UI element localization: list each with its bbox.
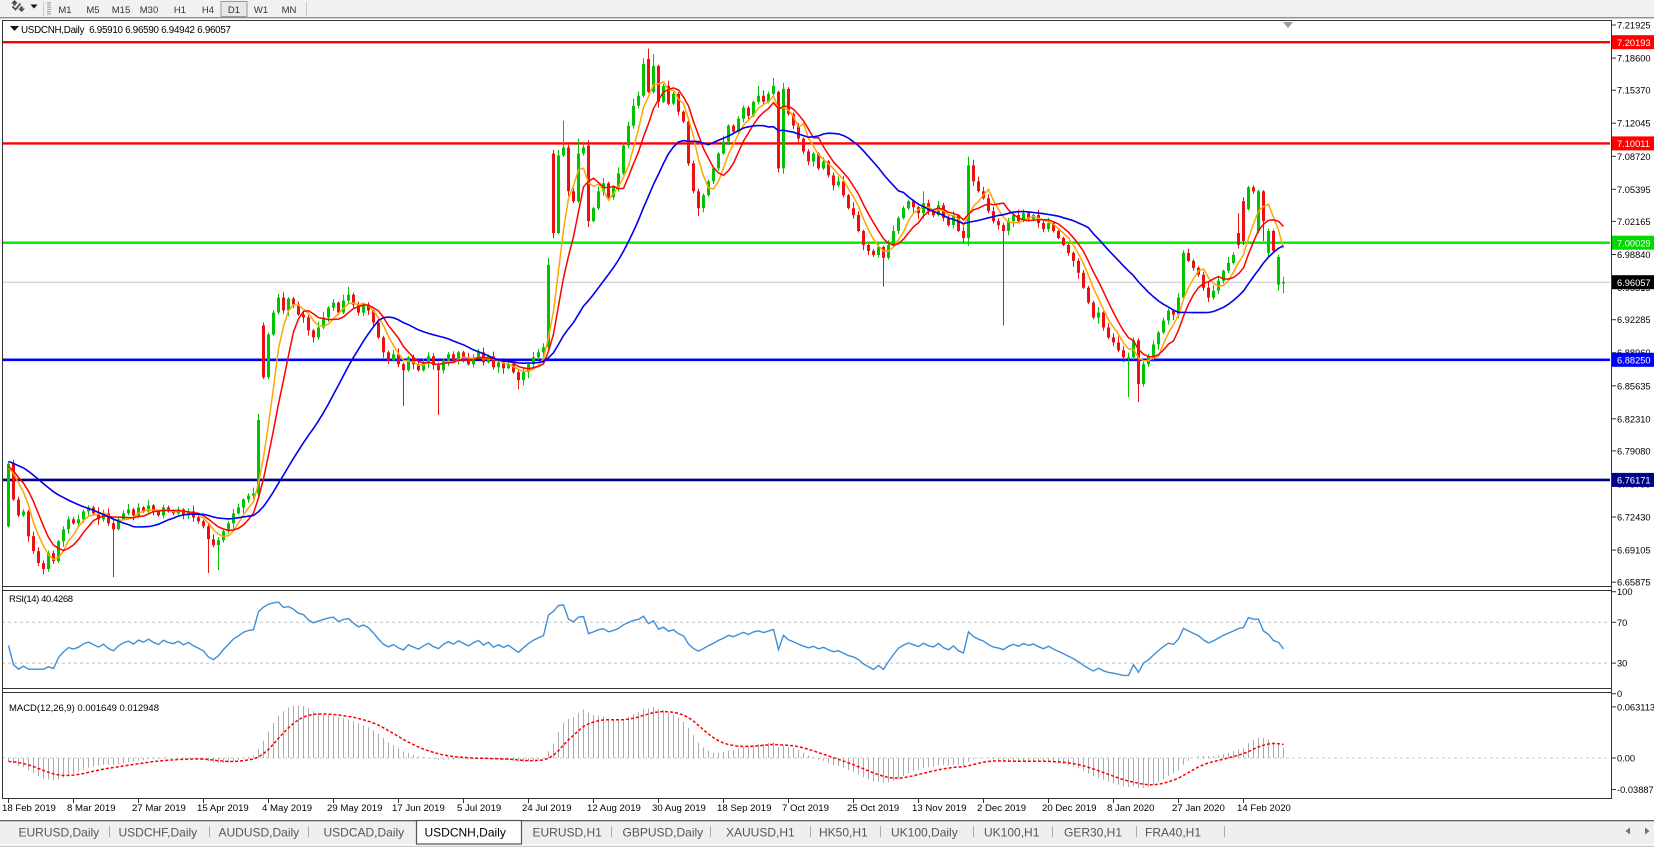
svg-text:D1: D1 (228, 5, 240, 16)
svg-text:M15: M15 (112, 5, 130, 16)
svg-text:7.05395: 7.05395 (1617, 185, 1651, 195)
svg-text:13 Nov 2019: 13 Nov 2019 (912, 803, 966, 814)
svg-text:4 May 2019: 4 May 2019 (262, 803, 312, 814)
svg-text:USDCAD,Daily: USDCAD,Daily (324, 826, 405, 840)
svg-text:0.063113: 0.063113 (1617, 702, 1654, 712)
svg-text:18 Feb 2019: 18 Feb 2019 (2, 803, 56, 814)
svg-text:6.69105: 6.69105 (1617, 546, 1651, 556)
svg-text:HK50,H1: HK50,H1 (819, 826, 868, 840)
svg-text:12 Aug 2019: 12 Aug 2019 (587, 803, 641, 814)
svg-text:17 Jun 2019: 17 Jun 2019 (392, 803, 445, 814)
svg-text:6.96057: 6.96057 (1617, 278, 1651, 288)
svg-text:7.10011: 7.10011 (1617, 139, 1650, 149)
svg-text:USDCHF,Daily: USDCHF,Daily (119, 826, 198, 840)
svg-text:M1: M1 (58, 5, 71, 16)
svg-text:15 Apr 2019: 15 Apr 2019 (197, 803, 249, 814)
svg-text:27 Jan 2020: 27 Jan 2020 (1172, 803, 1225, 814)
svg-text:MN: MN (282, 5, 297, 16)
svg-text:100: 100 (1617, 587, 1633, 597)
svg-text:6.98840: 6.98840 (1617, 250, 1651, 260)
svg-text:30 Aug 2019: 30 Aug 2019 (652, 803, 706, 814)
svg-text:7.21925: 7.21925 (1617, 21, 1651, 31)
svg-text:MACD(12,26,9) 0.001649 0.01294: MACD(12,26,9) 0.001649 0.012948 (9, 703, 159, 714)
svg-text:0.00: 0.00 (1617, 754, 1635, 764)
svg-text:M5: M5 (86, 5, 99, 16)
svg-text:8 Jan 2020: 8 Jan 2020 (1107, 803, 1154, 814)
svg-text:5 Jul 2019: 5 Jul 2019 (457, 803, 501, 814)
svg-text:GER30,H1: GER30,H1 (1064, 826, 1122, 840)
svg-text:EURUSD,Daily: EURUSD,Daily (19, 826, 100, 840)
svg-text:7.20193: 7.20193 (1617, 38, 1651, 48)
svg-text:24 Jul 2019: 24 Jul 2019 (522, 803, 572, 814)
svg-text:AUDUSD,Daily: AUDUSD,Daily (219, 826, 300, 840)
svg-text:7.18600: 7.18600 (1617, 54, 1651, 64)
svg-text:29 May 2019: 29 May 2019 (327, 803, 382, 814)
svg-text:6.65875: 6.65875 (1617, 578, 1651, 588)
svg-text:6.82310: 6.82310 (1617, 414, 1651, 424)
svg-text:7.08720: 7.08720 (1617, 152, 1651, 162)
svg-text:-0.038872: -0.038872 (1617, 785, 1654, 795)
svg-text:6.76171: 6.76171 (1617, 476, 1651, 486)
svg-text:7.12045: 7.12045 (1617, 119, 1651, 129)
svg-text:M30: M30 (140, 5, 158, 16)
svg-text:7.15370: 7.15370 (1617, 86, 1651, 96)
svg-text:7.02165: 7.02165 (1617, 217, 1651, 227)
svg-text:20 Dec 2019: 20 Dec 2019 (1042, 803, 1096, 814)
svg-text:USDCNH,Daily: USDCNH,Daily (425, 826, 506, 840)
svg-text:27 Mar 2019: 27 Mar 2019 (132, 803, 186, 814)
svg-text:8 Mar 2019: 8 Mar 2019 (67, 803, 116, 814)
svg-text:6.79080: 6.79080 (1617, 446, 1651, 456)
svg-text:25 Oct 2019: 25 Oct 2019 (847, 803, 899, 814)
svg-text:UK100,H1: UK100,H1 (984, 826, 1040, 840)
svg-text:6.92285: 6.92285 (1617, 315, 1651, 325)
svg-text:70: 70 (1617, 618, 1627, 628)
svg-text:XAUUSD,H1: XAUUSD,H1 (726, 826, 795, 840)
svg-text:0: 0 (1617, 689, 1622, 699)
svg-text:14 Feb 2020: 14 Feb 2020 (1237, 803, 1291, 814)
svg-text:6.85635: 6.85635 (1617, 381, 1651, 391)
svg-text:7.00029: 7.00029 (1617, 238, 1651, 248)
svg-text:6.88250: 6.88250 (1617, 356, 1651, 366)
svg-text:30: 30 (1617, 659, 1627, 669)
svg-text:H4: H4 (202, 5, 214, 16)
svg-text:GBPUSD,Daily: GBPUSD,Daily (623, 826, 704, 840)
svg-text:USDCNH,Daily 6.95910 6.96590: USDCNH,Daily 6.95910 6.96590 6.94942 6.9… (21, 25, 231, 36)
svg-text:EURUSD,H1: EURUSD,H1 (533, 826, 603, 840)
svg-text:FRA40,H1: FRA40,H1 (1145, 826, 1201, 840)
svg-text:6.72430: 6.72430 (1617, 513, 1651, 523)
svg-text:2 Dec 2019: 2 Dec 2019 (977, 803, 1026, 814)
svg-text:18 Sep 2019: 18 Sep 2019 (717, 803, 771, 814)
svg-text:UK100,Daily: UK100,Daily (891, 826, 958, 840)
svg-text:H1: H1 (174, 5, 186, 16)
svg-text:W1: W1 (254, 5, 268, 16)
svg-text:7 Oct 2019: 7 Oct 2019 (782, 803, 829, 814)
svg-text:RSI(14) 40.4268: RSI(14) 40.4268 (9, 594, 73, 605)
